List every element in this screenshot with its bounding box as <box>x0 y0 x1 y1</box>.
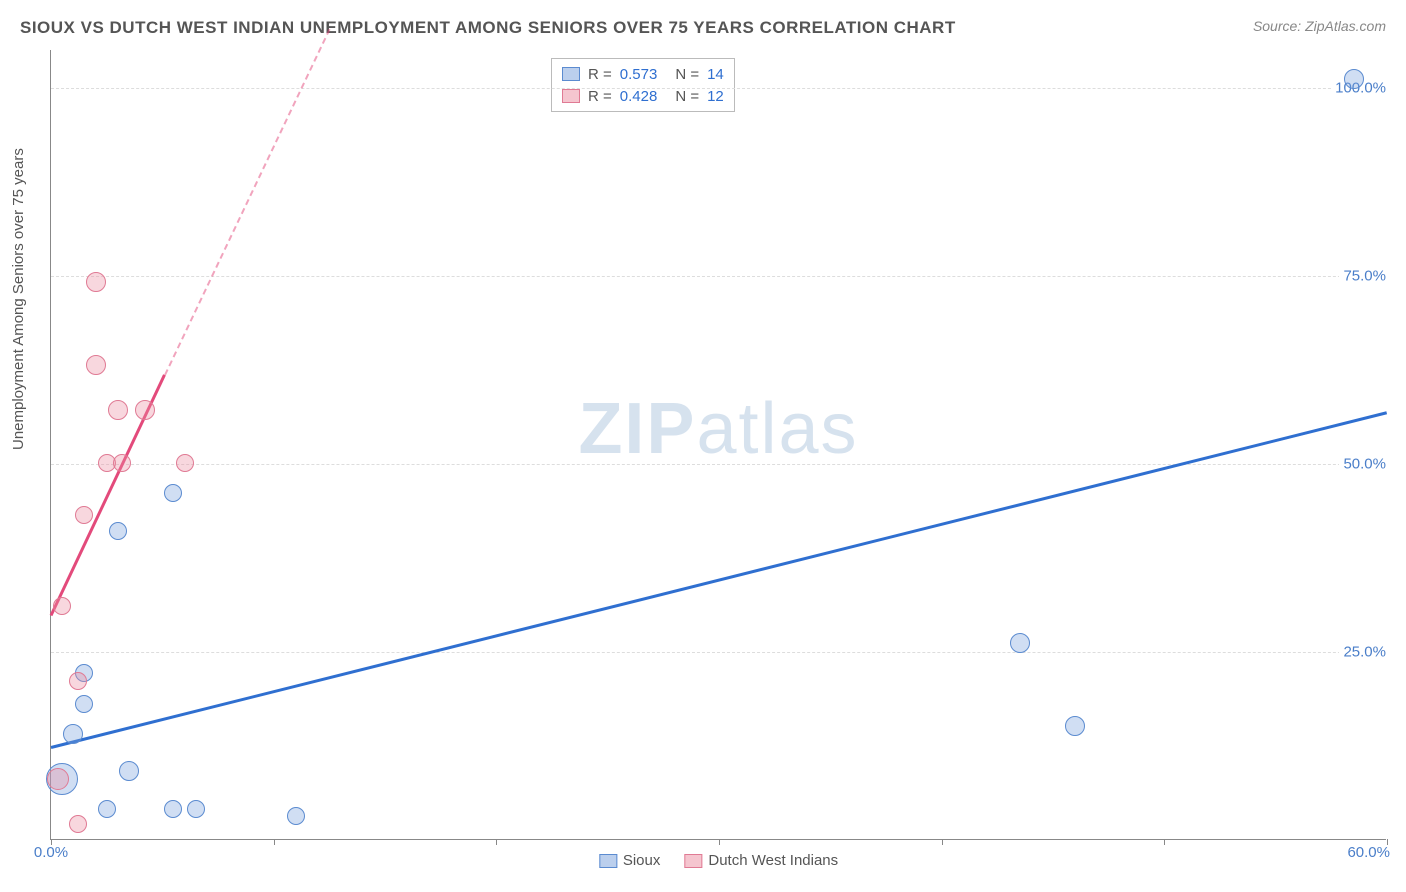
x-tick-label: 0.0% <box>34 844 68 861</box>
data-point <box>164 484 182 502</box>
legend-series: Sioux Dutch West Indians <box>599 852 838 869</box>
data-point <box>69 672 87 690</box>
data-point <box>69 815 87 833</box>
data-point <box>86 355 106 375</box>
r-value: 0.428 <box>620 88 658 105</box>
data-point <box>287 807 305 825</box>
data-point <box>98 800 116 818</box>
y-axis-label: Unemployment Among Seniors over 75 years <box>10 148 27 450</box>
data-point <box>135 400 155 420</box>
legend-item: Dutch West Indians <box>684 852 838 869</box>
legend-item: Sioux <box>599 852 661 869</box>
gridline <box>51 652 1386 653</box>
swatch-icon <box>562 89 580 103</box>
legend-stats-row: R = 0.573 N = 14 <box>562 63 724 85</box>
swatch-icon <box>562 67 580 81</box>
data-point <box>1344 69 1364 89</box>
legend-label: Dutch West Indians <box>708 852 838 869</box>
chart-title: SIOUX VS DUTCH WEST INDIAN UNEMPLOYMENT … <box>20 18 956 37</box>
trend-line <box>51 411 1388 749</box>
data-point <box>86 272 106 292</box>
data-point <box>187 800 205 818</box>
data-point <box>47 768 69 790</box>
swatch-icon <box>684 854 702 868</box>
y-tick-label: 50.0% <box>1339 455 1390 472</box>
x-tick-label: 60.0% <box>1347 844 1390 861</box>
data-point <box>75 506 93 524</box>
legend-stats: R = 0.573 N = 14 R = 0.428 N = 12 <box>551 58 735 112</box>
gridline <box>51 88 1386 89</box>
data-point <box>119 761 139 781</box>
data-point <box>113 454 131 472</box>
legend-label: Sioux <box>623 852 661 869</box>
data-point <box>108 400 128 420</box>
data-point <box>164 800 182 818</box>
x-tick <box>1164 839 1165 845</box>
data-point <box>53 597 71 615</box>
data-point <box>1010 633 1030 653</box>
data-point <box>109 522 127 540</box>
y-tick-label: 25.0% <box>1339 643 1390 660</box>
data-point <box>63 724 83 744</box>
n-value: 14 <box>707 66 724 83</box>
scatter-plot: ZIPatlas R = 0.573 N = 14 R = 0.428 N = … <box>50 50 1386 840</box>
watermark: ZIPatlas <box>578 388 858 470</box>
data-point <box>176 454 194 472</box>
data-point <box>1065 716 1085 736</box>
x-tick <box>719 839 720 845</box>
x-tick <box>274 839 275 845</box>
trend-line <box>164 28 331 375</box>
x-tick <box>496 839 497 845</box>
x-tick <box>942 839 943 845</box>
n-value: 12 <box>707 88 724 105</box>
gridline <box>51 276 1386 277</box>
data-point <box>75 695 93 713</box>
y-tick-label: 75.0% <box>1339 267 1390 284</box>
source-label: Source: ZipAtlas.com <box>1253 18 1386 34</box>
r-value: 0.573 <box>620 66 658 83</box>
swatch-icon <box>599 854 617 868</box>
title-bar: SIOUX VS DUTCH WEST INDIAN UNEMPLOYMENT … <box>20 18 1386 42</box>
